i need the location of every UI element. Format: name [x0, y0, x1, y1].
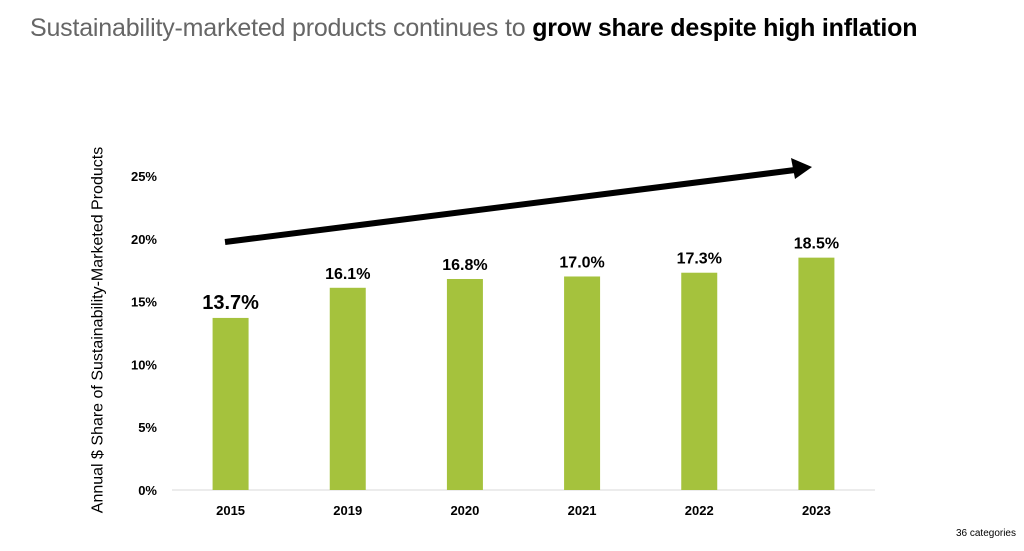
- x-tick-label: 2015: [216, 503, 245, 518]
- trend-arrow-shaft: [224, 167, 796, 245]
- y-tick-label: 0%: [138, 483, 157, 498]
- data-label: 13.7%: [202, 292, 259, 314]
- x-tick-label: 2019: [333, 503, 362, 518]
- data-label: 17.3%: [677, 251, 722, 268]
- data-label: 17.0%: [559, 254, 604, 271]
- data-label: 18.5%: [794, 236, 839, 253]
- footnote: 36 categories: [955, 528, 1016, 539]
- bar-2015: [212, 317, 249, 490]
- y-tick-label: 25%: [131, 169, 157, 184]
- data-label: 16.8%: [442, 257, 487, 274]
- trend-arrow-head: [791, 158, 812, 179]
- page-title: Sustainability-marketed products continu…: [30, 14, 917, 43]
- x-tick-label: 2020: [450, 503, 479, 518]
- bar-2022: [681, 272, 718, 490]
- y-tick-label: 5%: [138, 420, 157, 435]
- x-tick-label: 2021: [568, 503, 597, 518]
- data-label: 16.1%: [325, 266, 370, 283]
- x-tick-label: 2022: [685, 503, 714, 518]
- title-regular: Sustainability-marketed products continu…: [30, 14, 533, 42]
- y-tick-label: 20%: [131, 232, 157, 247]
- bar-2020: [446, 278, 483, 490]
- y-tick-label: 10%: [131, 357, 157, 372]
- title-bold: grow share despite high inflation: [532, 14, 918, 42]
- bar-2021: [564, 276, 601, 490]
- bar-2019: [329, 287, 366, 490]
- x-tick-label: 2023: [802, 503, 831, 518]
- y-tick-label: 15%: [131, 295, 157, 310]
- bar-2023: [798, 257, 835, 490]
